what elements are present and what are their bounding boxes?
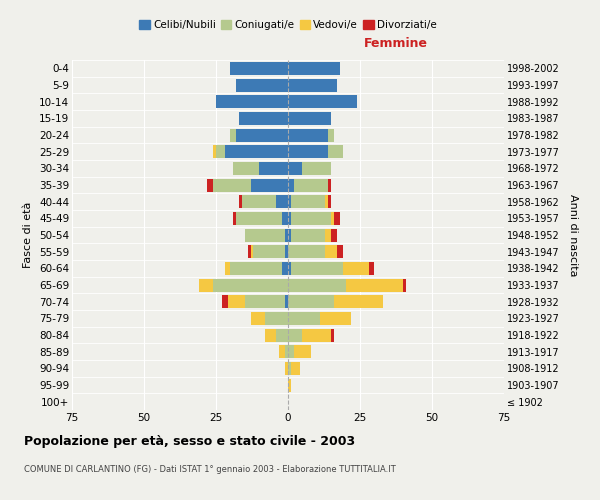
Bar bbox=[325, 228, 331, 241]
Bar bbox=[280, 345, 285, 358]
Bar bbox=[288, 195, 291, 208]
Bar bbox=[334, 295, 383, 308]
Bar bbox=[236, 128, 288, 141]
Text: COMUNE DI CARLANTINO (FG) - Dati ISTAT 1° gennaio 2003 - Elaborazione TUTTITALIA: COMUNE DI CARLANTINO (FG) - Dati ISTAT 1… bbox=[24, 465, 396, 474]
Bar bbox=[248, 245, 251, 258]
Bar bbox=[403, 278, 406, 291]
Bar bbox=[337, 245, 343, 258]
Bar bbox=[251, 245, 253, 258]
Bar bbox=[216, 95, 288, 108]
Bar bbox=[285, 245, 288, 258]
Bar bbox=[328, 128, 334, 141]
Bar bbox=[288, 245, 325, 258]
Bar bbox=[291, 362, 299, 375]
Bar bbox=[251, 312, 265, 325]
Y-axis label: Anni di nascita: Anni di nascita bbox=[568, 194, 578, 276]
Bar bbox=[288, 295, 334, 308]
Bar bbox=[251, 178, 288, 192]
Bar bbox=[325, 245, 337, 258]
Bar bbox=[288, 112, 331, 125]
Bar bbox=[288, 178, 294, 192]
Bar bbox=[288, 62, 340, 75]
Bar bbox=[216, 145, 224, 158]
Bar bbox=[288, 228, 291, 241]
Bar bbox=[291, 195, 325, 208]
Legend: Celibi/Nubili, Coniugati/e, Vedovi/e, Divorziati/e: Celibi/Nubili, Coniugati/e, Vedovi/e, Di… bbox=[135, 16, 441, 34]
Bar bbox=[288, 128, 328, 141]
Bar bbox=[265, 328, 277, 342]
Bar bbox=[233, 162, 259, 175]
Bar bbox=[302, 162, 331, 175]
Bar bbox=[224, 145, 288, 158]
Text: Popolazione per età, sesso e stato civile - 2003: Popolazione per età, sesso e stato civil… bbox=[24, 435, 355, 448]
Bar bbox=[213, 278, 288, 291]
Bar bbox=[291, 228, 325, 241]
Bar bbox=[239, 195, 242, 208]
Bar bbox=[288, 362, 291, 375]
Bar bbox=[325, 195, 328, 208]
Bar bbox=[288, 212, 291, 225]
Y-axis label: Fasce di età: Fasce di età bbox=[23, 202, 34, 268]
Bar bbox=[328, 145, 343, 158]
Bar bbox=[285, 345, 288, 358]
Bar bbox=[277, 328, 288, 342]
Bar bbox=[346, 278, 403, 291]
Bar bbox=[259, 162, 288, 175]
Bar bbox=[233, 212, 236, 225]
Bar bbox=[291, 212, 331, 225]
Bar bbox=[277, 195, 288, 208]
Bar bbox=[265, 312, 288, 325]
Bar bbox=[285, 362, 288, 375]
Bar bbox=[253, 245, 285, 258]
Bar bbox=[285, 228, 288, 241]
Bar bbox=[288, 95, 357, 108]
Bar bbox=[328, 195, 331, 208]
Bar bbox=[245, 295, 285, 308]
Bar bbox=[288, 345, 294, 358]
Bar bbox=[242, 195, 277, 208]
Bar bbox=[230, 262, 282, 275]
Bar bbox=[224, 262, 230, 275]
Bar bbox=[368, 262, 374, 275]
Bar bbox=[294, 178, 328, 192]
Bar bbox=[320, 312, 352, 325]
Bar bbox=[288, 312, 320, 325]
Text: Femmine: Femmine bbox=[364, 36, 428, 50]
Bar bbox=[230, 62, 288, 75]
Bar bbox=[288, 162, 302, 175]
Bar bbox=[291, 262, 343, 275]
Bar bbox=[227, 295, 245, 308]
Bar bbox=[294, 345, 311, 358]
Bar bbox=[288, 78, 337, 92]
Bar bbox=[288, 278, 346, 291]
Bar bbox=[288, 262, 291, 275]
Bar bbox=[328, 178, 331, 192]
Bar bbox=[331, 328, 334, 342]
Bar bbox=[199, 278, 213, 291]
Bar bbox=[236, 212, 282, 225]
Bar bbox=[302, 328, 331, 342]
Bar bbox=[285, 295, 288, 308]
Bar bbox=[288, 328, 302, 342]
Bar bbox=[222, 295, 227, 308]
Bar bbox=[343, 262, 368, 275]
Bar bbox=[331, 212, 334, 225]
Bar bbox=[282, 212, 288, 225]
Bar bbox=[288, 145, 328, 158]
Bar bbox=[213, 178, 251, 192]
Bar bbox=[213, 145, 216, 158]
Bar bbox=[245, 228, 285, 241]
Bar bbox=[288, 378, 291, 392]
Bar bbox=[282, 262, 288, 275]
Bar bbox=[208, 178, 213, 192]
Bar bbox=[331, 228, 337, 241]
Bar bbox=[236, 78, 288, 92]
Bar bbox=[334, 212, 340, 225]
Bar bbox=[239, 112, 288, 125]
Bar bbox=[230, 128, 236, 141]
